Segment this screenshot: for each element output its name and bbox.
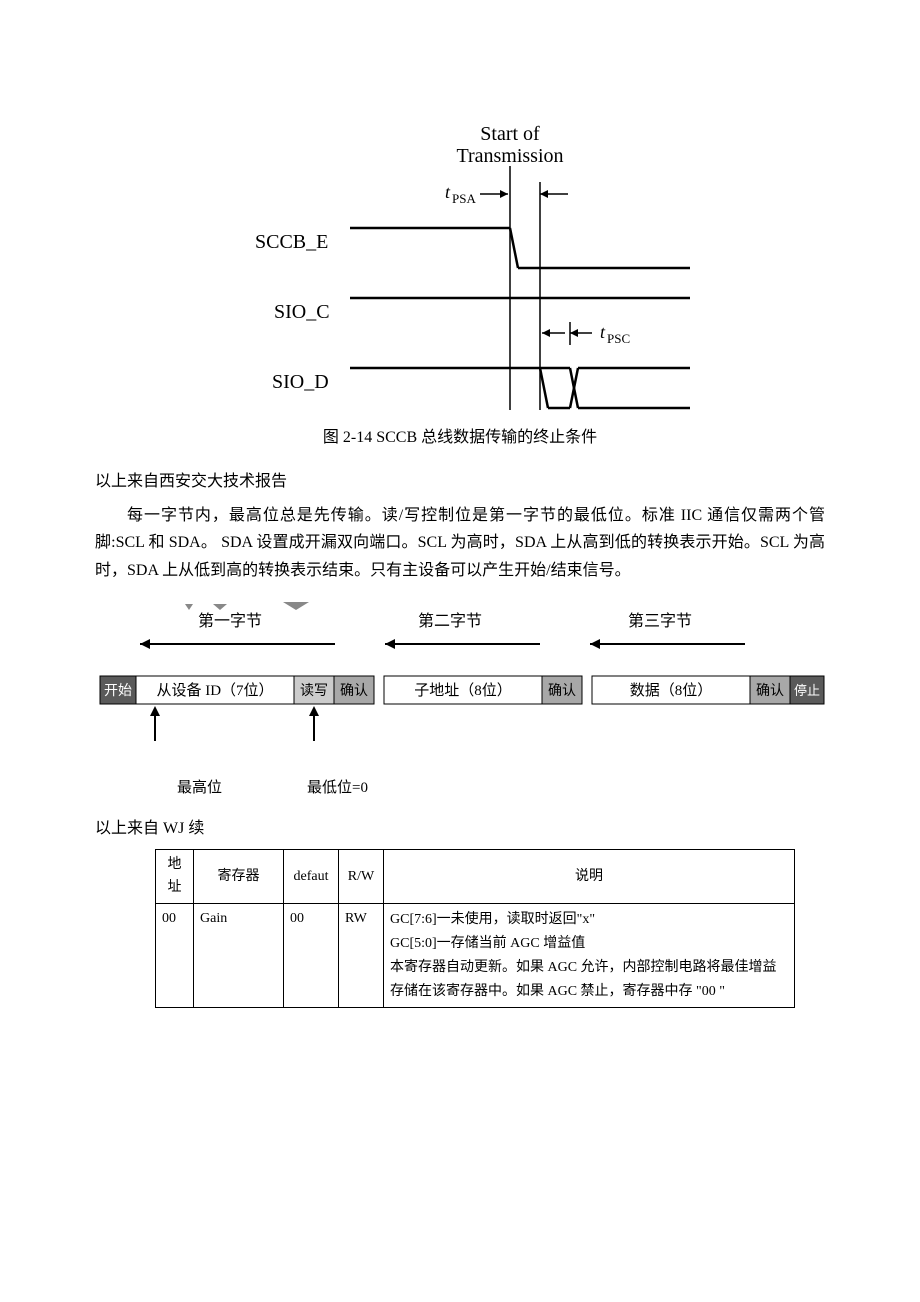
heading-xian: 以上来自西安交大技术报告: [95, 469, 825, 495]
timing-title-l1: Start of: [480, 123, 540, 145]
byte-boxes: 开始 从设备 ID（7位） 读写 确认 子地址（8位） 确认 数据（8位） 确认: [100, 676, 824, 704]
box-data: 数据（8位）: [630, 682, 713, 699]
box-start: 开始: [104, 683, 132, 699]
tpsc-t: t: [600, 322, 606, 342]
sccb-e-label: SCCB_E: [255, 231, 328, 253]
byte2-label: 第二字节: [418, 612, 482, 630]
table-header-row: 地址 寄存器 defaut R/W 说明: [156, 850, 795, 904]
td-rw: RW: [339, 904, 384, 1008]
box-ack2: 确认: [548, 683, 576, 699]
byte3-label: 第三字节: [628, 612, 692, 630]
byte1-label: 第一字节: [198, 612, 262, 630]
th-desc: 说明: [384, 850, 795, 904]
tpsa-t: t: [445, 182, 451, 202]
tpsc-sub: PSC: [607, 331, 630, 346]
th-def: defaut: [284, 850, 339, 904]
th-addr: 地址: [156, 850, 194, 904]
box-stop: 停止: [794, 683, 820, 698]
box-rw: 读写: [300, 682, 328, 699]
tpsa-sub: PSA: [452, 191, 476, 206]
td-addr: 00: [156, 904, 194, 1008]
byte-footer-labels: 最高位 最低位=0: [95, 776, 825, 800]
msb-label: 最高位: [177, 776, 222, 800]
td-reg: Gain: [194, 904, 284, 1008]
iic-paragraph: 每一字节内，最高位总是先传输。读/写控制位是第一字节的最低位。标准 IIC 通信…: [95, 502, 825, 584]
th-rw: R/W: [339, 850, 384, 904]
sio-d-label: SIO_D: [272, 371, 329, 393]
figure-caption-2-14: 图 2-14 SCCB 总线数据传输的终止条件: [220, 425, 700, 451]
register-table: 地址 寄存器 defaut R/W 说明 00 Gain 00 RW GC[7:…: [155, 849, 795, 1008]
table-row: 00 Gain 00 RW GC[7:6]一未使用，读取时返回"x" GC[5:…: [156, 904, 795, 1008]
heading-wj: 以上来自 WJ 续: [95, 816, 825, 842]
lsb-label: 最低位=0: [307, 776, 368, 800]
box-devid: 从设备 ID（7位）: [156, 682, 273, 699]
box-subaddr: 子地址（8位）: [414, 682, 512, 699]
sccb-timing-diagram: Start of Transmission t PSA SCCB_E SIO_C…: [220, 120, 700, 451]
byte-structure-diagram: www com 第一字节 第二字节 第三字节 开始 从设备 ID（7位） 读写: [95, 596, 825, 800]
box-ack1: 确认: [340, 683, 368, 699]
sio-c-label: SIO_C: [274, 301, 330, 323]
td-desc: GC[7:6]一未使用，读取时返回"x" GC[5:0]一存储当前 AGC 增益…: [384, 904, 795, 1008]
timing-title-l2: Transmission: [456, 145, 563, 167]
th-reg: 寄存器: [194, 850, 284, 904]
box-ack3: 确认: [756, 683, 784, 699]
td-def: 00: [284, 904, 339, 1008]
